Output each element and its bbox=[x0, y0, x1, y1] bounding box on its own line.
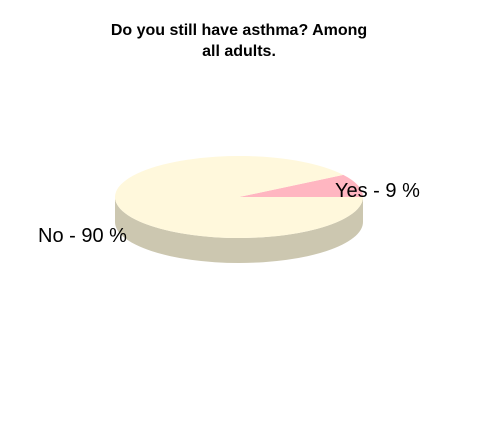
pie-slice-yes bbox=[239, 174, 363, 197]
pie-side-walls bbox=[115, 197, 363, 263]
chart-title-line-1: Do you still have asthma? Among bbox=[111, 22, 367, 39]
slice-label-yes: Yes - 9 % bbox=[335, 180, 420, 202]
slice-label-no: No - 90 % bbox=[38, 225, 127, 247]
pie-slices bbox=[114, 155, 363, 238]
pie-slice-no bbox=[114, 155, 363, 238]
pie-side-no bbox=[115, 197, 363, 263]
chart-title: Do you still have asthma? Among all adul… bbox=[111, 22, 367, 60]
chart-title-line-2: all adults. bbox=[202, 43, 276, 60]
